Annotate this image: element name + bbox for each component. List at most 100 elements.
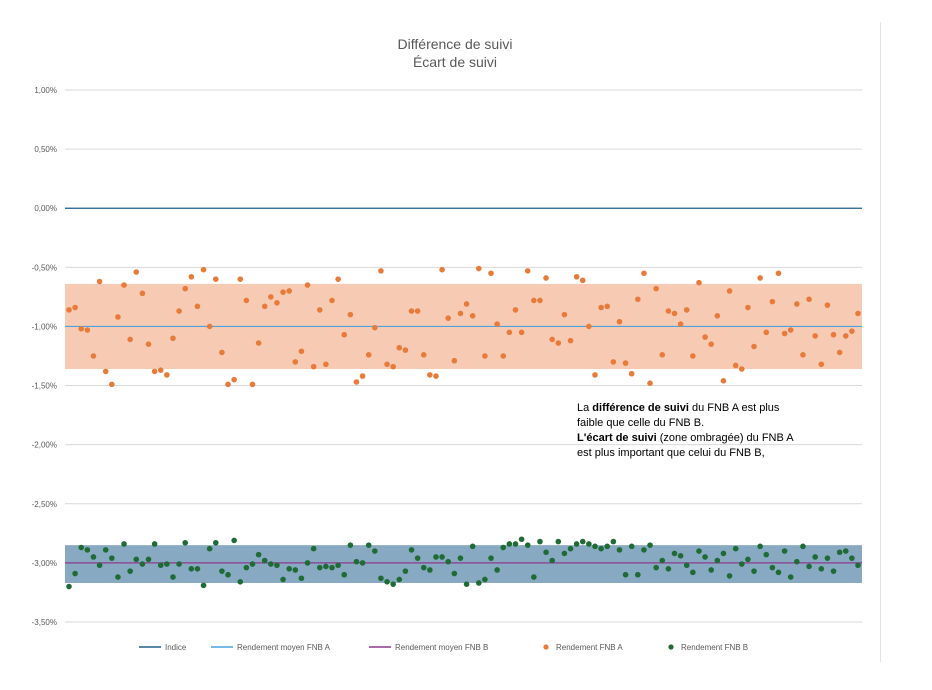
- data-point: [702, 334, 708, 340]
- data-point: [90, 353, 97, 359]
- data-point: [200, 582, 207, 589]
- data-point: [836, 549, 843, 556]
- data-point: [451, 357, 458, 364]
- data-point: [555, 538, 562, 545]
- data-point: [109, 555, 115, 561]
- data-point: [316, 307, 323, 313]
- data-point: [280, 289, 286, 295]
- data-point: [543, 549, 549, 556]
- data-point: [445, 558, 452, 565]
- data-point: [427, 567, 433, 573]
- data-point: [164, 372, 170, 378]
- y-tick-label: -0,50%: [32, 263, 57, 272]
- data-point: [408, 547, 415, 553]
- y-tick-label: 0,50%: [34, 145, 57, 154]
- data-point: [72, 570, 78, 577]
- data-point: [512, 307, 519, 313]
- data-point: [176, 308, 182, 314]
- y-tick-label: 1,00%: [34, 86, 57, 95]
- data-point: [494, 567, 500, 573]
- data-point: [586, 323, 592, 330]
- data-point: [237, 579, 244, 585]
- data-point: [90, 554, 97, 560]
- data-point: [439, 266, 445, 273]
- data-point: [115, 574, 121, 580]
- data-point: [647, 542, 653, 548]
- data-point: [775, 569, 782, 576]
- data-point: [610, 538, 617, 545]
- data-point: [524, 542, 531, 548]
- data-point: [598, 545, 604, 552]
- data-point: [561, 550, 568, 557]
- data-point: [781, 330, 788, 337]
- data-point: [316, 564, 323, 571]
- data-point: [769, 564, 776, 571]
- data-point: [842, 333, 849, 339]
- data-point: [347, 311, 354, 318]
- annotation-line-1: La différence de suivi du FNB A est plus: [577, 402, 780, 414]
- data-point: [579, 538, 586, 545]
- data-point: [763, 329, 770, 336]
- data-point: [182, 539, 189, 546]
- data-point: [641, 270, 647, 277]
- data-point: [696, 548, 702, 554]
- data-point: [745, 304, 751, 311]
- data-point: [237, 276, 244, 282]
- data-point: [274, 300, 280, 306]
- data-point: [800, 352, 806, 358]
- data-point: [341, 571, 348, 578]
- data-point: [824, 555, 831, 561]
- data-point: [518, 536, 525, 543]
- data-point: [726, 573, 733, 579]
- annotation-line-2: faible que celle du FNB B.: [577, 417, 705, 429]
- data-point: [102, 547, 109, 553]
- data-point: [757, 543, 763, 550]
- data-point: [604, 543, 611, 550]
- data-point: [372, 548, 378, 554]
- data-point: [66, 583, 72, 590]
- data-point: [463, 301, 470, 307]
- data-point: [170, 574, 176, 580]
- data-point: [353, 379, 360, 385]
- y-tick-label: -1,00%: [32, 322, 57, 331]
- data-point: [500, 353, 507, 359]
- data-point: [365, 352, 372, 358]
- data-point: [420, 352, 427, 358]
- data-point: [243, 564, 250, 571]
- y-tick-label: 0,00%: [34, 204, 57, 213]
- data-point: [518, 329, 525, 336]
- data-point: [475, 580, 482, 586]
- data-point: [298, 348, 305, 355]
- data-point: [690, 569, 696, 576]
- data-point: [622, 571, 629, 578]
- legend: Indice Rendement moyen FNB A Rendement moy…: [139, 643, 748, 652]
- data-point: [635, 571, 641, 578]
- data-point: [543, 275, 549, 281]
- data-point: [280, 576, 286, 583]
- legend-label: Rendement FNB A: [556, 643, 623, 652]
- data-point: [323, 563, 329, 570]
- data-points: [66, 265, 861, 590]
- data-point: [78, 544, 85, 551]
- data-point: [206, 545, 213, 552]
- data-point: [592, 543, 598, 550]
- data-point: [836, 349, 843, 356]
- data-point: [212, 539, 219, 546]
- data-point: [310, 545, 317, 552]
- data-point: [427, 372, 433, 378]
- y-tick-label: -3,00%: [32, 559, 57, 568]
- data-point: [855, 562, 861, 569]
- data-point: [78, 326, 85, 332]
- data-point: [781, 548, 788, 554]
- legend-label: Rendement FNB B: [681, 643, 748, 652]
- data-point: [488, 270, 494, 277]
- data-point: [506, 541, 513, 547]
- data-point: [127, 336, 133, 343]
- data-point: [659, 352, 666, 358]
- data-point: [384, 579, 390, 585]
- data-point: [537, 538, 543, 545]
- data-point: [787, 574, 794, 580]
- y-tick-label: -2,00%: [32, 441, 57, 450]
- annotation-line-3: L'écart de suivi (zone ombragée) du FNB …: [577, 432, 794, 444]
- data-point: [665, 308, 672, 314]
